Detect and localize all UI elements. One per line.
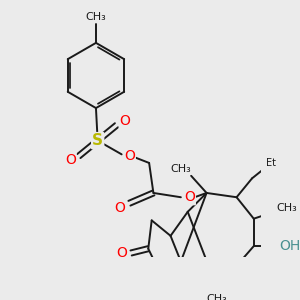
Text: O: O <box>116 246 127 260</box>
Text: O: O <box>124 149 135 163</box>
Text: S: S <box>92 133 103 148</box>
Text: O: O <box>184 190 195 204</box>
Text: O: O <box>120 114 130 128</box>
Text: CH₃: CH₃ <box>206 294 227 300</box>
Text: CH₃: CH₃ <box>276 203 297 213</box>
Text: O: O <box>65 153 76 167</box>
Text: Et: Et <box>266 158 276 168</box>
Text: O: O <box>115 200 125 214</box>
Text: CH₃: CH₃ <box>170 164 191 174</box>
Text: OH: OH <box>279 239 300 253</box>
Text: CH₃: CH₃ <box>85 12 106 22</box>
